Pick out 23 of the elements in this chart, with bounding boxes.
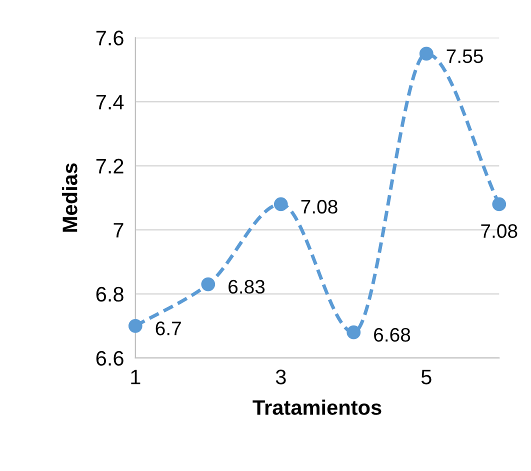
y-axis-title: Medias xyxy=(62,163,78,232)
y-tick-label: 7.2 xyxy=(96,158,124,174)
x-tick-label: 5 xyxy=(421,370,432,384)
data-label: 7.08 xyxy=(301,200,338,214)
y-tick-label: 6.8 xyxy=(96,286,124,302)
point xyxy=(419,46,434,61)
data-label: 6.68 xyxy=(374,328,410,342)
data-label: 7.55 xyxy=(446,50,483,64)
point xyxy=(201,277,216,292)
point xyxy=(274,197,288,212)
y-tick-label: 7.6 xyxy=(96,30,124,46)
x-tick-label: 1 xyxy=(131,370,140,384)
point xyxy=(128,318,142,333)
data-label: 6.83 xyxy=(228,280,265,294)
x-axis-title: Tratamientos xyxy=(252,400,382,415)
y-tick-label: 6.6 xyxy=(96,350,124,366)
point xyxy=(492,197,506,212)
y-tick-label: 7.4 xyxy=(96,94,124,110)
point xyxy=(346,325,361,340)
data-label: 7.08 xyxy=(481,224,518,238)
x-tick-label: 3 xyxy=(276,370,286,384)
y-tick-label: 7 xyxy=(114,223,124,238)
data-label: 6.7 xyxy=(156,322,181,336)
